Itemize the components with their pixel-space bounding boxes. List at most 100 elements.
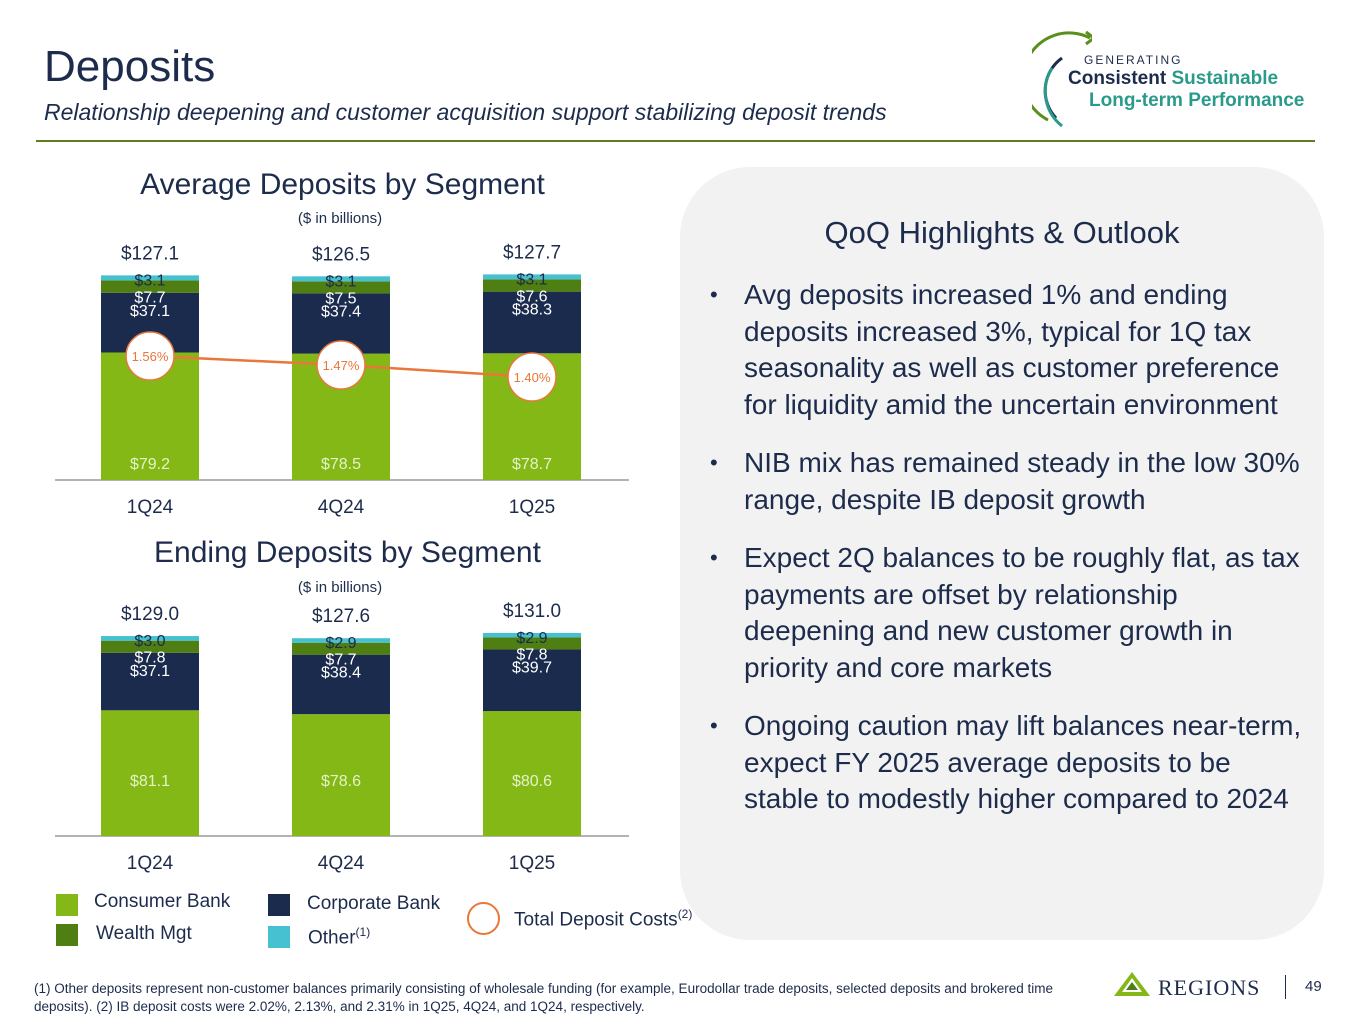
regions-wordmark: REGIONS (1158, 975, 1261, 1000)
data-label-wealth: $7.5 (325, 290, 356, 307)
legend-cost: Total Deposit Costs(2) (514, 907, 692, 931)
bar-segment-other (101, 636, 199, 641)
data-label-other: $2.9 (325, 635, 356, 652)
data-label-wealth: $7.8 (134, 650, 165, 667)
bar-segment-consumer (483, 711, 581, 836)
avg-chart-title: Average Deposits by Segment (140, 168, 545, 201)
page-subtitle: Relationship deepening and customer acqu… (44, 99, 887, 125)
data-label-wealth: $7.7 (134, 289, 165, 306)
highlights-title: QoQ Highlights & Outlook (824, 215, 1180, 250)
header-divider (36, 140, 1315, 142)
end-chart-title: Ending Deposits by Segment (154, 536, 541, 569)
cost-marker (316, 340, 366, 390)
data-label-wealth: $7.8 (516, 646, 547, 663)
total-label: $129.0 (121, 604, 179, 625)
list-item: • Expect 2Q balances to be roughly flat, … (706, 540, 1306, 686)
page-title: Deposits (44, 42, 216, 91)
data-label-consumer: $79.2 (130, 456, 170, 473)
data-label-corporate: $38.3 (512, 302, 552, 319)
bullet-icon: • (710, 450, 718, 475)
footnote: (1) Other deposits represent non-custome… (34, 981, 1054, 1014)
end-chart-unit: ($ in billions) (297, 579, 383, 596)
bar-segment-other (292, 276, 390, 282)
legend-swatch-other (268, 926, 290, 948)
total-label: $127.1 (121, 243, 179, 264)
legend-cost-label: Total Deposit Costs (514, 909, 678, 931)
legend-other-footnote: (1) (355, 925, 371, 939)
cost-label: 1.47% (323, 358, 360, 373)
bar-segment-consumer (101, 710, 199, 836)
highlights-panel: QoQ Highlights & Outlook • Avg deposits i… (680, 167, 1324, 940)
data-label-wealth: $7.6 (516, 288, 547, 305)
cost-marker (125, 331, 175, 381)
legend-swatch-corporate (268, 894, 290, 916)
bar-segment-corporate (101, 652, 199, 711)
bullet-icon: • (710, 282, 718, 307)
legend-swatch-cost (467, 902, 500, 935)
bullet-icon: • (710, 713, 718, 738)
regions-brand: REGIONS (1114, 968, 1284, 1002)
data-label-corporate: $39.7 (512, 660, 552, 677)
data-label-corporate: $37.1 (130, 303, 170, 320)
data-label-consumer: $78.5 (321, 456, 361, 473)
data-label-wealth: $7.7 (325, 652, 356, 669)
sustainability-logo: GENERATING Consistent Sustainable Long-t… (1032, 28, 1332, 128)
bar-segment-other (483, 632, 581, 638)
bar-segment-other (101, 275, 199, 281)
bar-segment-corporate (483, 291, 581, 354)
legend-swatch-consumer (56, 894, 78, 916)
list-item: • Avg deposits increased 1% and ending de… (706, 277, 1306, 423)
footer-separator (1285, 975, 1286, 999)
bar-segment-wealth (483, 637, 581, 650)
deposit-charts: $79.2$37.1$7.7$3.1$127.11Q24$78.5$37.4$7… (55, 242, 629, 874)
bar-segment-other (292, 638, 390, 643)
x-tick-label: 1Q25 (509, 497, 555, 518)
x-tick-label: 4Q24 (318, 497, 365, 518)
legend-corporate: Corporate Bank (307, 893, 441, 914)
logo-line-1: Consistent Sustainable (1068, 68, 1278, 90)
x-tick-label: 1Q24 (127, 853, 174, 874)
list-item: • Ongoing caution may lift balances near-… (706, 708, 1306, 818)
bullet-text: NIB mix has remained steady in the low 3… (744, 447, 1300, 515)
legend-swatch-wealth (56, 924, 78, 946)
bullet-text: Ongoing caution may lift balances near-t… (744, 710, 1302, 814)
bullet-text: Expect 2Q balances to be roughly flat, a… (744, 542, 1300, 683)
bar-segment-wealth (292, 642, 390, 655)
total-label: $131.0 (503, 601, 561, 622)
cost-label: 1.56% (132, 349, 169, 364)
bar-segment-wealth (101, 640, 199, 653)
logo-line-2: Long-term Performance (1089, 90, 1305, 111)
data-label-other: $3.1 (325, 273, 356, 290)
data-label-consumer: $80.6 (512, 773, 552, 790)
data-label-other: $3.1 (516, 271, 547, 288)
logo-arc-icon (1032, 30, 1092, 128)
data-label-other: $2.9 (516, 630, 547, 647)
data-label-corporate: $38.4 (321, 665, 361, 682)
legend-other: Other(1) (308, 925, 370, 949)
x-tick-label: 1Q24 (127, 497, 174, 518)
legend-other-label: Other (308, 927, 356, 949)
logo-consistent: Consistent (1068, 68, 1167, 89)
regions-triangle-icon (1114, 972, 1150, 996)
data-label-consumer: $78.7 (512, 456, 552, 473)
x-tick-label: 4Q24 (318, 853, 365, 874)
logo-sustainable: Sustainable (1171, 68, 1279, 89)
data-label-corporate: $37.1 (130, 663, 170, 680)
highlights-list: • Avg deposits increased 1% and ending de… (706, 277, 1306, 840)
bar-segment-corporate (483, 649, 581, 712)
total-label: $127.7 (503, 242, 561, 263)
data-label-consumer: $78.6 (321, 773, 361, 790)
page-number: 49 (1305, 978, 1322, 995)
bullet-icon: • (710, 545, 718, 570)
bar-segment-wealth (101, 280, 199, 293)
bullet-text: Avg deposits increased 1% and ending dep… (744, 279, 1280, 420)
cost-label: 1.40% (514, 370, 551, 385)
data-label-corporate: $37.4 (321, 303, 361, 320)
bar-segment-wealth (483, 279, 581, 292)
legend-wealth: Wealth Mgt (96, 923, 192, 944)
bar-segment-consumer (292, 714, 390, 836)
data-label-other: $3.1 (134, 272, 165, 289)
data-label-consumer: $81.1 (130, 773, 170, 790)
data-label-other: $3.0 (134, 633, 165, 650)
bar-segment-corporate (292, 654, 390, 715)
